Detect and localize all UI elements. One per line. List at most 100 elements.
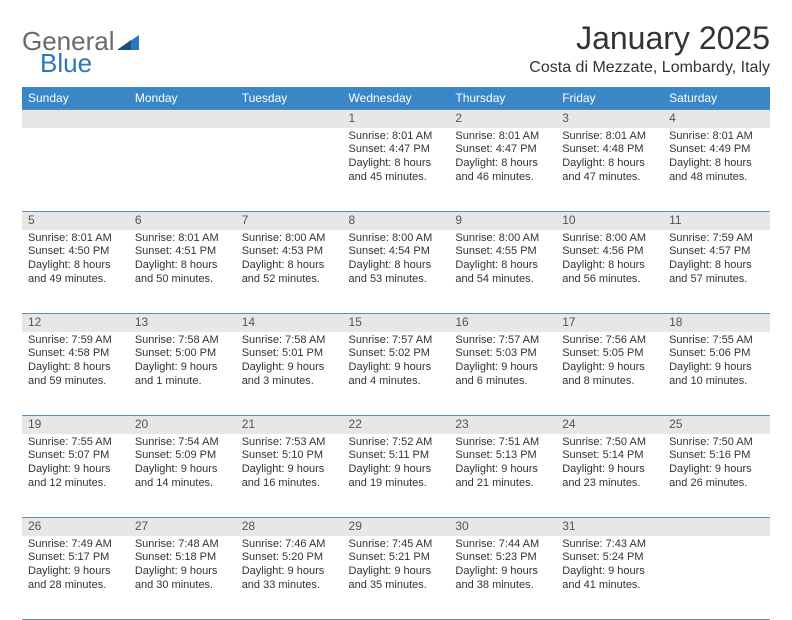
sunrise-text: Sunrise: 7:56 AM [562, 334, 657, 348]
header: General January 2025 Costa di Mezzate, L… [22, 20, 770, 77]
day-cell: Sunrise: 8:00 AMSunset: 4:55 PMDaylight:… [449, 230, 556, 314]
day-details: Sunrise: 7:52 AMSunset: 5:11 PMDaylight:… [343, 434, 450, 495]
day-number-cell: 11 [663, 212, 770, 230]
sunset-text: Sunset: 5:03 PM [455, 347, 550, 361]
sunset-text: Sunset: 5:14 PM [562, 449, 657, 463]
sunset-text: Sunset: 4:50 PM [28, 245, 123, 259]
sunset-text: Sunset: 5:00 PM [135, 347, 230, 361]
daylight-text: Daylight: 9 hours [562, 361, 657, 375]
sunrise-text: Sunrise: 8:01 AM [562, 130, 657, 144]
daylight-text: and 48 minutes. [669, 171, 764, 185]
logo-text-2: Blue [40, 48, 92, 79]
daylight-text: and 21 minutes. [455, 477, 550, 491]
sunrise-text: Sunrise: 7:58 AM [135, 334, 230, 348]
day-cell: Sunrise: 7:59 AMSunset: 4:58 PMDaylight:… [22, 332, 129, 416]
day-details: Sunrise: 7:45 AMSunset: 5:21 PMDaylight:… [343, 536, 450, 597]
weekday-header: Monday [129, 87, 236, 110]
weekday-header: Saturday [663, 87, 770, 110]
daylight-text: and 10 minutes. [669, 375, 764, 389]
day-number-cell: 28 [236, 518, 343, 536]
sunset-text: Sunset: 5:21 PM [349, 551, 444, 565]
day-details: Sunrise: 8:00 AMSunset: 4:55 PMDaylight:… [449, 230, 556, 291]
sunset-text: Sunset: 4:58 PM [28, 347, 123, 361]
day-cell: Sunrise: 8:01 AMSunset: 4:47 PMDaylight:… [449, 128, 556, 212]
day-cell: Sunrise: 7:52 AMSunset: 5:11 PMDaylight:… [343, 434, 450, 518]
daylight-text: Daylight: 8 hours [669, 259, 764, 273]
day-cell: Sunrise: 7:50 AMSunset: 5:16 PMDaylight:… [663, 434, 770, 518]
daylight-text: Daylight: 9 hours [28, 463, 123, 477]
daylight-text: Daylight: 8 hours [28, 361, 123, 375]
sunrise-text: Sunrise: 7:45 AM [349, 538, 444, 552]
day-details: Sunrise: 7:56 AMSunset: 5:05 PMDaylight:… [556, 332, 663, 393]
daylight-text: and 57 minutes. [669, 273, 764, 287]
sunrise-text: Sunrise: 7:53 AM [242, 436, 337, 450]
day-cell: Sunrise: 7:53 AMSunset: 5:10 PMDaylight:… [236, 434, 343, 518]
sunrise-text: Sunrise: 7:43 AM [562, 538, 657, 552]
day-number-cell: 18 [663, 314, 770, 332]
day-number-cell [663, 518, 770, 536]
sunrise-text: Sunrise: 7:57 AM [455, 334, 550, 348]
weekday-header-row: Sunday Monday Tuesday Wednesday Thursday… [22, 87, 770, 110]
daylight-text: Daylight: 9 hours [242, 565, 337, 579]
daylight-text: Daylight: 9 hours [669, 361, 764, 375]
month-title: January 2025 [529, 20, 770, 57]
day-cell: Sunrise: 8:00 AMSunset: 4:56 PMDaylight:… [556, 230, 663, 314]
sunset-text: Sunset: 5:06 PM [669, 347, 764, 361]
daylight-text: and 1 minute. [135, 375, 230, 389]
sunset-text: Sunset: 5:10 PM [242, 449, 337, 463]
sunrise-text: Sunrise: 8:01 AM [455, 130, 550, 144]
day-number-cell: 26 [22, 518, 129, 536]
day-details: Sunrise: 7:48 AMSunset: 5:18 PMDaylight:… [129, 536, 236, 597]
sunset-text: Sunset: 4:55 PM [455, 245, 550, 259]
weekday-header: Friday [556, 87, 663, 110]
day-cell [129, 128, 236, 212]
day-number-cell: 23 [449, 416, 556, 434]
daylight-text: and 45 minutes. [349, 171, 444, 185]
day-details: Sunrise: 8:01 AMSunset: 4:50 PMDaylight:… [22, 230, 129, 291]
sunrise-text: Sunrise: 7:59 AM [669, 232, 764, 246]
weekday-header: Wednesday [343, 87, 450, 110]
day-content-row: Sunrise: 8:01 AMSunset: 4:50 PMDaylight:… [22, 230, 770, 314]
daylight-text: Daylight: 8 hours [28, 259, 123, 273]
day-details: Sunrise: 8:01 AMSunset: 4:47 PMDaylight:… [343, 128, 450, 189]
day-cell: Sunrise: 7:59 AMSunset: 4:57 PMDaylight:… [663, 230, 770, 314]
day-number-cell [236, 110, 343, 128]
daylight-text: Daylight: 9 hours [135, 565, 230, 579]
day-details: Sunrise: 7:54 AMSunset: 5:09 PMDaylight:… [129, 434, 236, 495]
daylight-text: Daylight: 9 hours [135, 463, 230, 477]
calendar-body: 1234Sunrise: 8:01 AMSunset: 4:47 PMDayli… [22, 110, 770, 620]
sunrise-text: Sunrise: 7:55 AM [669, 334, 764, 348]
weekday-header: Sunday [22, 87, 129, 110]
day-cell: Sunrise: 7:56 AMSunset: 5:05 PMDaylight:… [556, 332, 663, 416]
daylight-text: Daylight: 8 hours [135, 259, 230, 273]
daylight-text: and 23 minutes. [562, 477, 657, 491]
day-cell: Sunrise: 7:55 AMSunset: 5:07 PMDaylight:… [22, 434, 129, 518]
daylight-text: and 50 minutes. [135, 273, 230, 287]
daylight-text: Daylight: 9 hours [455, 361, 550, 375]
day-number-cell: 29 [343, 518, 450, 536]
daylight-text: Daylight: 9 hours [669, 463, 764, 477]
day-cell: Sunrise: 7:48 AMSunset: 5:18 PMDaylight:… [129, 536, 236, 620]
daylight-text: and 4 minutes. [349, 375, 444, 389]
daylight-text: Daylight: 9 hours [349, 463, 444, 477]
sunset-text: Sunset: 5:23 PM [455, 551, 550, 565]
sunrise-text: Sunrise: 7:44 AM [455, 538, 550, 552]
day-cell: Sunrise: 7:54 AMSunset: 5:09 PMDaylight:… [129, 434, 236, 518]
sunset-text: Sunset: 5:09 PM [135, 449, 230, 463]
daylight-text: and 46 minutes. [455, 171, 550, 185]
day-details: Sunrise: 7:57 AMSunset: 5:02 PMDaylight:… [343, 332, 450, 393]
day-details: Sunrise: 7:49 AMSunset: 5:17 PMDaylight:… [22, 536, 129, 597]
sunrise-text: Sunrise: 8:00 AM [349, 232, 444, 246]
day-number-row: 567891011 [22, 212, 770, 230]
day-details: Sunrise: 7:46 AMSunset: 5:20 PMDaylight:… [236, 536, 343, 597]
daylight-text: and 3 minutes. [242, 375, 337, 389]
sunrise-text: Sunrise: 7:54 AM [135, 436, 230, 450]
daylight-text: Daylight: 8 hours [242, 259, 337, 273]
day-details: Sunrise: 7:55 AMSunset: 5:07 PMDaylight:… [22, 434, 129, 495]
day-cell: Sunrise: 7:45 AMSunset: 5:21 PMDaylight:… [343, 536, 450, 620]
day-number-cell: 10 [556, 212, 663, 230]
sunrise-text: Sunrise: 7:48 AM [135, 538, 230, 552]
weekday-header: Thursday [449, 87, 556, 110]
sunset-text: Sunset: 5:13 PM [455, 449, 550, 463]
sunset-text: Sunset: 5:16 PM [669, 449, 764, 463]
